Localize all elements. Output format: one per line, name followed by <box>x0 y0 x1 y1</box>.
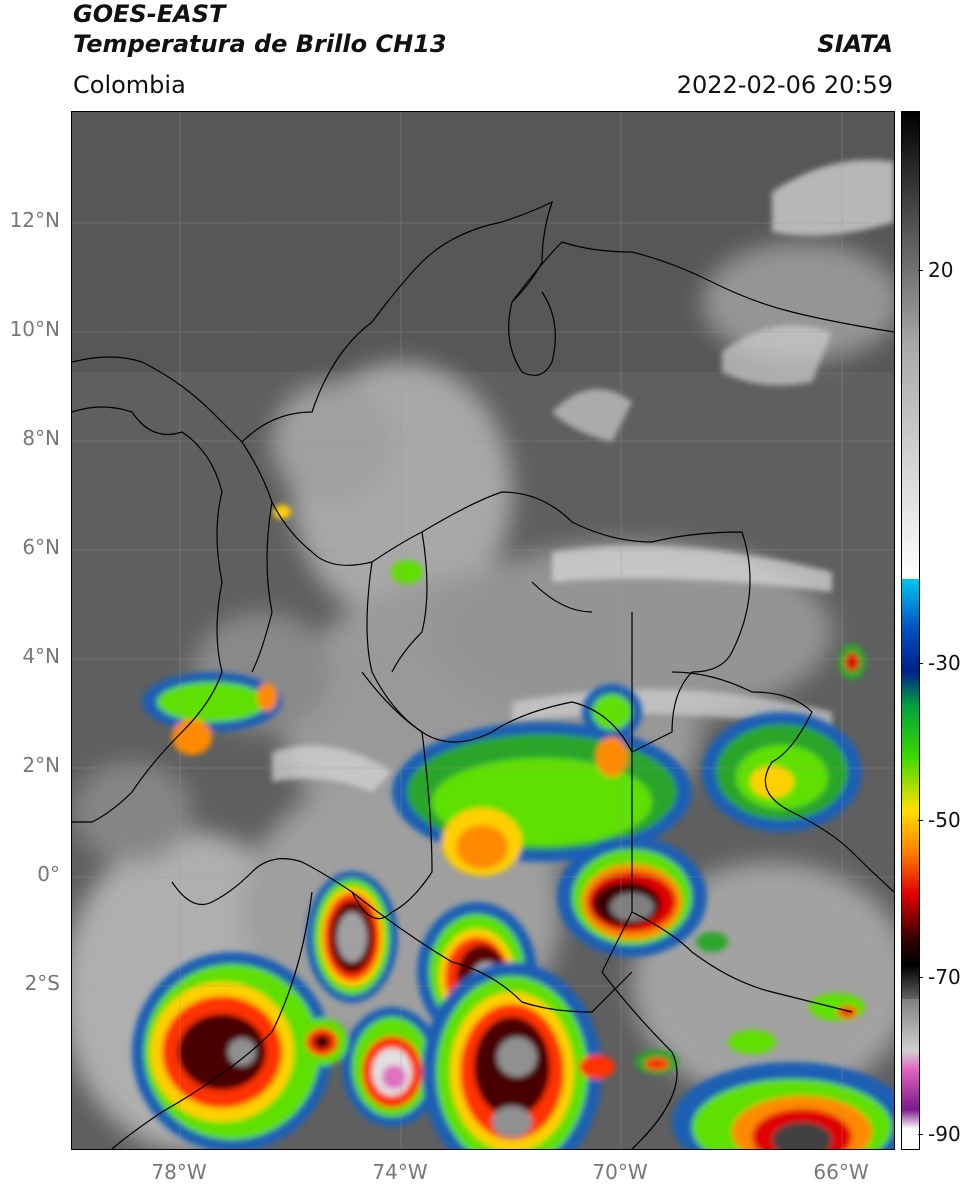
colorbar-label-minus70: -70 <box>928 965 961 989</box>
satellite-map[interactable] <box>71 111 895 1150</box>
colorbar <box>901 111 920 1150</box>
satellite-image <box>72 112 894 1149</box>
lat-label-12n: 12°N <box>9 208 60 232</box>
colorbar-gradient <box>902 112 919 1149</box>
lat-label-0: 0° <box>37 862 60 886</box>
lat-label-10n: 10°N <box>9 317 60 341</box>
colorbar-label-minus90: -90 <box>928 1122 961 1146</box>
colorbar-label-minus30: -30 <box>928 651 961 675</box>
agency-label: SIATA <box>817 30 893 58</box>
colorbar-label-20: 20 <box>928 258 954 282</box>
region-label: Colombia <box>73 71 186 99</box>
lon-label-66w: 66°W <box>813 1160 869 1184</box>
graticule <box>72 112 894 1149</box>
product-subtitle: Temperatura de Brillo CH13 <box>73 30 447 58</box>
datetime-label: 2022-02-06 20:59 <box>676 71 893 99</box>
colorbar-tick <box>918 270 923 271</box>
colorbar-tick <box>918 1134 923 1135</box>
borders <box>72 200 894 1149</box>
lon-label-74w: 74°W <box>372 1160 428 1184</box>
colorbar-tick <box>918 977 923 978</box>
colorbar-tick <box>918 820 923 821</box>
lat-label-2n: 2°N <box>22 753 60 777</box>
lat-label-4n: 4°N <box>22 644 60 668</box>
lat-label-6n: 6°N <box>22 535 60 559</box>
lat-label-2s: 2°S <box>24 971 60 995</box>
colorbar-tick <box>918 663 923 664</box>
lat-label-8n: 8°N <box>22 426 60 450</box>
lon-label-70w: 70°W <box>592 1160 648 1184</box>
lon-label-78w: 78°W <box>151 1160 207 1184</box>
colorbar-label-minus50: -50 <box>928 808 961 832</box>
product-title: GOES-EAST <box>73 0 226 28</box>
